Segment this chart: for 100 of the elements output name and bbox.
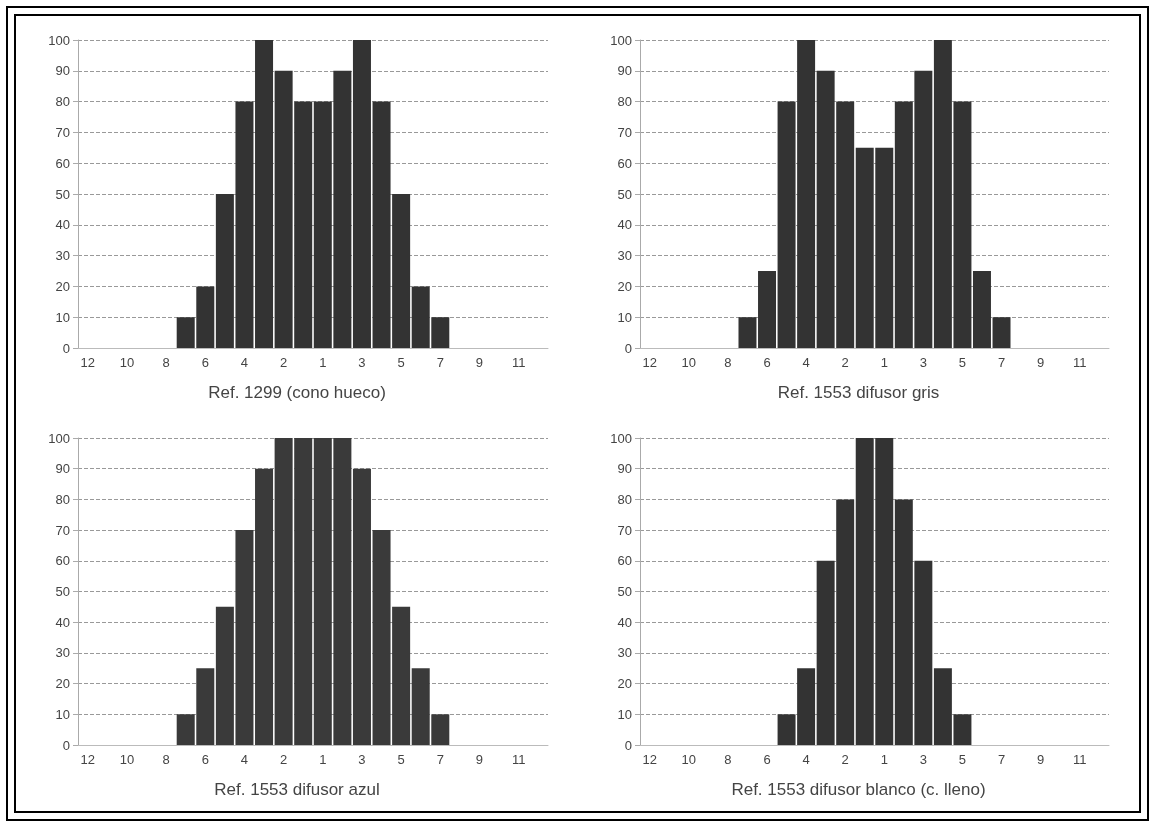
x-tick-label: 5 bbox=[397, 355, 405, 370]
x-tick-label: 12 bbox=[80, 355, 96, 370]
x-tick-label: 2 bbox=[280, 355, 288, 370]
x-tick-label: 12 bbox=[642, 355, 658, 370]
x-tick-label: 5 bbox=[397, 752, 405, 767]
y-tick-label: 100 bbox=[610, 430, 632, 446]
text: Ref. 1553 difusor gris bbox=[777, 383, 940, 402]
x-tick-label: 6 bbox=[201, 752, 209, 767]
x-tick-label: 6 bbox=[763, 752, 771, 767]
y-tick-label: 80 bbox=[617, 491, 632, 507]
bar bbox=[992, 317, 1011, 348]
text: Ref. 1299 (cono hueco) bbox=[208, 383, 386, 402]
x-tick-label: 4 bbox=[240, 355, 249, 370]
y-tick-label: 50 bbox=[617, 584, 632, 599]
x-tick-label: 4 bbox=[802, 752, 810, 767]
x-tick-label: 9 bbox=[1036, 355, 1045, 370]
y-tick-label: 90 bbox=[617, 63, 632, 79]
x-tick-label: 8 bbox=[162, 752, 170, 767]
y-tick-label: 30 bbox=[55, 248, 70, 264]
y-tick-label: 0 bbox=[62, 340, 70, 356]
y-tick-label: 30 bbox=[617, 645, 632, 661]
y-tick-label: 10 bbox=[617, 309, 632, 325]
x-tick-label: 10 bbox=[119, 752, 135, 767]
y-tick-label: 100 bbox=[48, 32, 70, 48]
bar bbox=[758, 271, 777, 348]
x-tick-label: 8 bbox=[724, 752, 732, 767]
y-tick-label: 90 bbox=[55, 461, 70, 477]
y-tick-label: 10 bbox=[617, 706, 632, 722]
x-tick-label: 7 bbox=[997, 752, 1006, 767]
bar bbox=[255, 468, 274, 745]
x-tick-label: 9 bbox=[475, 752, 484, 767]
y-tick-label: 70 bbox=[55, 522, 70, 538]
x-tick-label: 3 bbox=[358, 752, 366, 767]
y-tick-label: 100 bbox=[610, 32, 632, 48]
y-tick-label: 50 bbox=[617, 186, 632, 202]
x-tick-label: 2 bbox=[280, 752, 288, 767]
x-tick-label: 3 bbox=[358, 355, 366, 370]
x-tick-label: 9 bbox=[1036, 752, 1045, 767]
text: Ref. 1553 difusor blanco (c. lleno) bbox=[731, 780, 986, 799]
x-tick-label: 3 bbox=[919, 355, 927, 370]
y-tick-label: 30 bbox=[55, 645, 70, 661]
x-tick-label: 5 bbox=[958, 355, 967, 370]
x-tick-label: 10 bbox=[119, 355, 135, 370]
y-tick-label: 60 bbox=[617, 155, 632, 171]
x-tick-label: 10 bbox=[681, 355, 697, 370]
y-tick-label: 0 bbox=[624, 340, 632, 356]
y-tick-label: 20 bbox=[617, 278, 632, 294]
x-tick-label: 12 bbox=[642, 752, 658, 767]
bar bbox=[352, 40, 371, 348]
bar bbox=[352, 468, 371, 745]
x-tick-label: 11 bbox=[511, 752, 526, 767]
x-tick-label: 6 bbox=[763, 355, 771, 370]
x-tick-label: 1 bbox=[319, 355, 327, 370]
x-tick-label: 5 bbox=[958, 752, 967, 767]
y-tick-label: 90 bbox=[617, 461, 632, 477]
bar bbox=[972, 271, 991, 348]
x-tick-label: 7 bbox=[997, 355, 1006, 370]
text: Ref. 1553 difusor azul bbox=[214, 780, 380, 799]
x-tick-label: 1 bbox=[880, 355, 888, 370]
x-tick-label: 1 bbox=[880, 752, 888, 767]
x-tick-label: 8 bbox=[162, 355, 170, 370]
y-tick-label: 30 bbox=[617, 248, 632, 264]
y-tick-label: 80 bbox=[617, 94, 632, 110]
x-tick-label: 3 bbox=[919, 752, 927, 767]
y-tick-label: 60 bbox=[55, 553, 70, 569]
y-tick-label: 10 bbox=[55, 309, 70, 325]
y-tick-label: 80 bbox=[55, 491, 70, 507]
y-tick-label: 50 bbox=[55, 584, 70, 599]
y-tick-label: 10 bbox=[55, 706, 70, 722]
y-tick-label: 70 bbox=[617, 522, 632, 538]
x-tick-label: 2 bbox=[841, 752, 849, 767]
y-tick-label: 20 bbox=[55, 278, 70, 294]
y-tick-label: 20 bbox=[55, 676, 70, 692]
x-tick-label: 7 bbox=[436, 355, 444, 370]
y-tick-label: 40 bbox=[55, 217, 70, 233]
bar bbox=[738, 317, 757, 348]
y-tick-label: 80 bbox=[55, 94, 70, 110]
y-tick-label: 100 bbox=[48, 430, 70, 446]
x-tick-label: 6 bbox=[201, 355, 209, 370]
y-tick-label: 20 bbox=[617, 676, 632, 692]
x-tick-label: 9 bbox=[475, 355, 484, 370]
x-tick-label: 11 bbox=[1072, 355, 1087, 370]
x-tick-label: 1 bbox=[319, 752, 327, 767]
y-tick-label: 40 bbox=[617, 614, 632, 630]
x-tick-label: 12 bbox=[80, 752, 96, 767]
y-tick-label: 0 bbox=[62, 737, 70, 753]
y-tick-label: 50 bbox=[55, 186, 70, 202]
x-tick-label: 4 bbox=[802, 355, 810, 370]
y-tick-label: 40 bbox=[617, 217, 632, 233]
y-tick-label: 60 bbox=[617, 553, 632, 569]
x-tick-label: 7 bbox=[436, 752, 444, 767]
y-tick-label: 70 bbox=[617, 124, 632, 140]
x-tick-label: 2 bbox=[841, 355, 849, 370]
y-tick-label: 70 bbox=[55, 124, 70, 140]
x-tick-label: 4 bbox=[240, 752, 249, 767]
x-tick-label: 8 bbox=[724, 355, 732, 370]
y-tick-label: 60 bbox=[55, 155, 70, 171]
x-tick-label: 11 bbox=[1072, 752, 1087, 767]
y-tick-label: 40 bbox=[55, 614, 70, 630]
x-tick-label: 11 bbox=[511, 355, 526, 370]
